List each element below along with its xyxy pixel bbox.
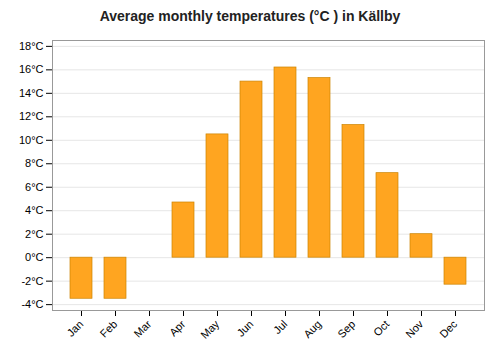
svg-text:18°C: 18°C	[19, 40, 44, 52]
svg-text:Jun: Jun	[234, 318, 255, 339]
svg-text:Apr: Apr	[167, 318, 188, 339]
svg-text:Dec: Dec	[437, 317, 460, 340]
svg-text:Sep: Sep	[335, 318, 357, 340]
svg-text:16°C: 16°C	[19, 63, 44, 75]
svg-text:Jul: Jul	[271, 318, 289, 336]
svg-text:Feb: Feb	[98, 318, 120, 340]
svg-text:Aug: Aug	[301, 318, 323, 340]
svg-text:12°C: 12°C	[19, 110, 44, 122]
svg-text:-2°C: -2°C	[21, 275, 43, 287]
svg-text:2°C: 2°C	[25, 228, 44, 240]
svg-text:May: May	[198, 317, 222, 341]
svg-text:Nov: Nov	[403, 317, 426, 340]
svg-text:14°C: 14°C	[19, 87, 44, 99]
svg-text:8°C: 8°C	[25, 157, 44, 169]
svg-text:10°C: 10°C	[19, 134, 44, 146]
svg-text:-4°C: -4°C	[21, 298, 43, 310]
svg-text:Oct: Oct	[371, 318, 392, 339]
svg-text:Mar: Mar	[132, 318, 154, 340]
svg-text:6°C: 6°C	[25, 181, 44, 193]
svg-text:4°C: 4°C	[25, 204, 44, 216]
html-text:Average monthly temperatures (: Average monthly temperatures (°C ) in Kä…	[99, 8, 401, 24]
svg-text:0°C: 0°C	[25, 251, 44, 263]
svg-text:Jan: Jan	[64, 318, 85, 339]
